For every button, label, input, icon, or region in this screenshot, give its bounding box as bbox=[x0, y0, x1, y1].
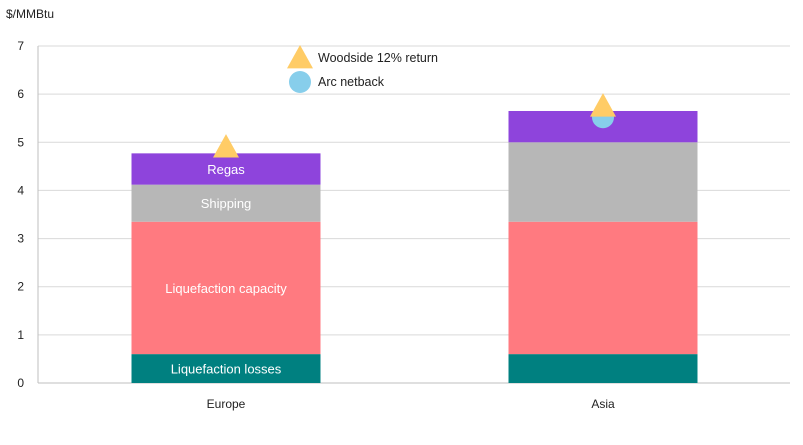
bar-segment bbox=[131, 354, 321, 383]
y-tick-label: 5 bbox=[17, 135, 24, 149]
bar-segment-label: Liquefaction losses bbox=[171, 362, 282, 377]
x-category-label: Asia bbox=[591, 397, 615, 411]
bar-segment-label: Regas bbox=[207, 162, 245, 177]
y-tick-label: 2 bbox=[17, 280, 24, 294]
x-axis-categories: Europe Asia bbox=[207, 397, 615, 411]
markers bbox=[213, 93, 616, 158]
legend-label: Arc netback bbox=[318, 75, 385, 89]
legend: Woodside 12% return Arc netback bbox=[287, 45, 438, 93]
y-tick-label: 6 bbox=[17, 87, 24, 101]
bar-segment bbox=[508, 354, 698, 383]
bar-segment bbox=[508, 221, 698, 355]
y-tick-label: 1 bbox=[17, 328, 24, 342]
legend-swatch-triangle bbox=[287, 45, 313, 69]
y-axis-ticks: 0 1 2 3 4 5 6 7 bbox=[17, 39, 24, 390]
bar-segment-label: Shipping bbox=[201, 196, 252, 211]
y-unit-label: $/MMBtu bbox=[6, 7, 54, 21]
bar-segment bbox=[131, 184, 321, 222]
bar-segment bbox=[131, 153, 321, 185]
bar-segment-label: Liquefaction capacity bbox=[165, 281, 287, 296]
legend-label: Woodside 12% return bbox=[318, 51, 438, 65]
y-tick-label: 7 bbox=[17, 39, 24, 53]
bar-segment bbox=[508, 142, 698, 222]
y-tick-label: 0 bbox=[17, 376, 24, 390]
x-category-label: Europe bbox=[207, 397, 246, 411]
bar-segment bbox=[131, 221, 321, 355]
y-tick-label: 4 bbox=[17, 183, 24, 197]
legend-swatch-circle bbox=[289, 71, 311, 93]
marker-triangle bbox=[590, 93, 616, 117]
marker-triangle bbox=[213, 134, 239, 158]
y-tick-label: 3 bbox=[17, 232, 24, 246]
